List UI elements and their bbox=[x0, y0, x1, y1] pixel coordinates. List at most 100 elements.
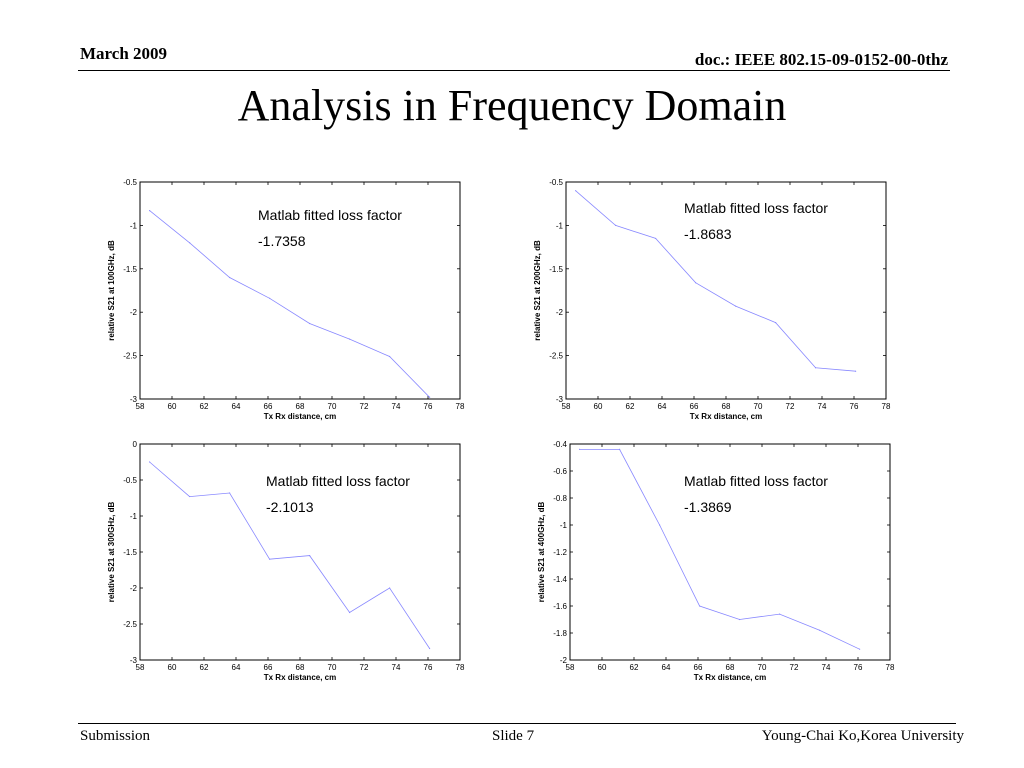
data-point bbox=[855, 370, 857, 372]
data-point bbox=[739, 618, 741, 621]
x-tick-label: 58 bbox=[136, 663, 145, 672]
x-axis-label: Tx Rx distance, cm bbox=[264, 673, 336, 682]
x-tick-label: 72 bbox=[360, 663, 369, 672]
x-tick-label: 74 bbox=[822, 663, 831, 672]
x-tick-label: 72 bbox=[790, 663, 799, 672]
header-date: March 2009 bbox=[80, 44, 168, 63]
chart-2: 58 60 62 64 66 68 70 72 74 76 78 -3 -2.5 -2 -1.5 -1 -0.5… bbox=[533, 178, 891, 421]
chart-3: 58 60 62 64 66 68 70 72 74 76 78 -3 -2.5 -2 -1.5 -1 -0.5… bbox=[107, 440, 465, 682]
x-tick-label: 62 bbox=[200, 663, 209, 672]
data-point bbox=[269, 297, 271, 299]
footer-submission: Submission bbox=[80, 728, 151, 744]
footer-divider bbox=[78, 723, 956, 724]
y-axis-label: relative S21 at 200GHz, dB bbox=[533, 240, 542, 341]
y-tick-label: -1.2 bbox=[553, 548, 567, 557]
y-axis-label: relative S21 at 400GHz, dB bbox=[537, 502, 546, 603]
annotation-label: Matlab fitted loss factor bbox=[258, 207, 402, 223]
x-tick-label: 60 bbox=[168, 663, 177, 672]
data-point bbox=[189, 242, 191, 244]
x-tick-label: 72 bbox=[360, 402, 369, 411]
x-tick-label: 58 bbox=[566, 663, 575, 672]
x-tick-label: 64 bbox=[232, 663, 241, 672]
data-point bbox=[429, 647, 431, 650]
x-tick-label: 74 bbox=[818, 402, 827, 411]
annotation-label: Matlab fitted loss factor bbox=[266, 473, 410, 489]
data-point bbox=[429, 396, 431, 398]
x-tick-label: 68 bbox=[726, 663, 735, 672]
x-tick-label: 58 bbox=[562, 402, 571, 411]
y-tick-label: -0.5 bbox=[549, 178, 563, 187]
y-tick-label: -2 bbox=[560, 656, 568, 665]
x-tick-label: 78 bbox=[456, 402, 465, 411]
data-point bbox=[149, 210, 151, 212]
x-tick-label: 76 bbox=[850, 402, 859, 411]
y-tick-label: -2 bbox=[556, 308, 564, 317]
data-point bbox=[779, 613, 781, 615]
y-tick-label: -0.5 bbox=[123, 476, 137, 485]
y-tick-label: -0.4 bbox=[553, 440, 567, 449]
x-tick-label: 78 bbox=[886, 663, 895, 672]
x-tick-label: 70 bbox=[328, 402, 337, 411]
x-tick-label: 60 bbox=[598, 663, 607, 672]
y-tick-label: -2 bbox=[130, 308, 138, 317]
y-tick-label: -2.5 bbox=[123, 620, 137, 629]
y-tick-label: 0 bbox=[133, 440, 138, 449]
annotation-value: -1.3869 bbox=[684, 499, 732, 515]
annotation-label: Matlab fitted loss factor bbox=[684, 200, 828, 216]
x-axis-label: Tx Rx distance, cm bbox=[264, 412, 336, 421]
chart-4: 58 60 62 64 66 68 70 72 74 76 78 -2 -1.8 -1.6 -1.4 -1.2… bbox=[537, 440, 895, 682]
x-tick-label: 68 bbox=[722, 402, 731, 411]
x-tick-label: 62 bbox=[630, 663, 639, 672]
header-doc-id: doc.: IEEE 802.15-09-0152-00-0thz bbox=[694, 50, 948, 69]
y-axis-label: relative S21 at 100GHz, dB bbox=[107, 240, 116, 341]
data-point bbox=[269, 558, 271, 560]
x-tick-label: 78 bbox=[456, 663, 465, 672]
data-point bbox=[389, 587, 391, 589]
x-axis-label: Tx Rx distance, cm bbox=[694, 673, 766, 682]
data-point bbox=[229, 276, 231, 279]
x-tick-label: 60 bbox=[168, 402, 177, 411]
y-tick-label: -1 bbox=[130, 512, 138, 521]
annotation-label: Matlab fitted loss factor bbox=[684, 473, 828, 489]
data-point bbox=[579, 448, 581, 450]
annotation-value: -1.7358 bbox=[258, 233, 306, 249]
series-line bbox=[579, 448, 860, 650]
data-point bbox=[699, 605, 701, 607]
data-point bbox=[619, 448, 621, 450]
y-tick-label: -1.4 bbox=[553, 575, 567, 584]
y-tick-label: -1.8 bbox=[553, 629, 567, 638]
x-tick-label: 60 bbox=[594, 402, 603, 411]
footer-author: Young-Chai Ko,Korea University bbox=[761, 728, 964, 744]
x-tick-label: 76 bbox=[854, 663, 863, 672]
data-point bbox=[859, 648, 861, 650]
series-line bbox=[575, 190, 856, 372]
data-point bbox=[349, 338, 351, 340]
x-tick-label: 66 bbox=[264, 402, 273, 411]
x-axis-label: Tx Rx distance, cm bbox=[690, 412, 762, 421]
y-tick-label: -1.5 bbox=[549, 265, 563, 274]
y-tick-label: -2.5 bbox=[123, 352, 137, 361]
data-point bbox=[309, 555, 311, 557]
data-point bbox=[775, 322, 777, 324]
footer-slide-number: Slide 7 bbox=[492, 728, 535, 744]
x-tick-label: 62 bbox=[200, 402, 209, 411]
slide-title: Analysis in Frequency Domain bbox=[237, 81, 787, 130]
x-tick-label: 78 bbox=[882, 402, 891, 411]
annotation-value: -2.1013 bbox=[266, 499, 314, 515]
y-tick-label: -3 bbox=[130, 395, 138, 404]
annotation-value: -1.8683 bbox=[684, 226, 732, 242]
data-point bbox=[229, 492, 231, 494]
data-point bbox=[655, 237, 657, 240]
x-tick-label: 70 bbox=[758, 663, 767, 672]
x-tick-label: 72 bbox=[786, 402, 795, 411]
x-tick-label: 76 bbox=[424, 402, 433, 411]
x-tick-label: 68 bbox=[296, 663, 305, 672]
y-axis-label: relative S21 at 300GHz, dB bbox=[107, 502, 116, 603]
y-tick-label: -0.6 bbox=[553, 467, 567, 476]
x-tick-label: 70 bbox=[328, 663, 337, 672]
x-tick-label: 64 bbox=[232, 402, 241, 411]
data-point bbox=[659, 524, 661, 526]
x-tick-label: 62 bbox=[626, 402, 635, 411]
y-tick-label: -1 bbox=[560, 521, 568, 530]
